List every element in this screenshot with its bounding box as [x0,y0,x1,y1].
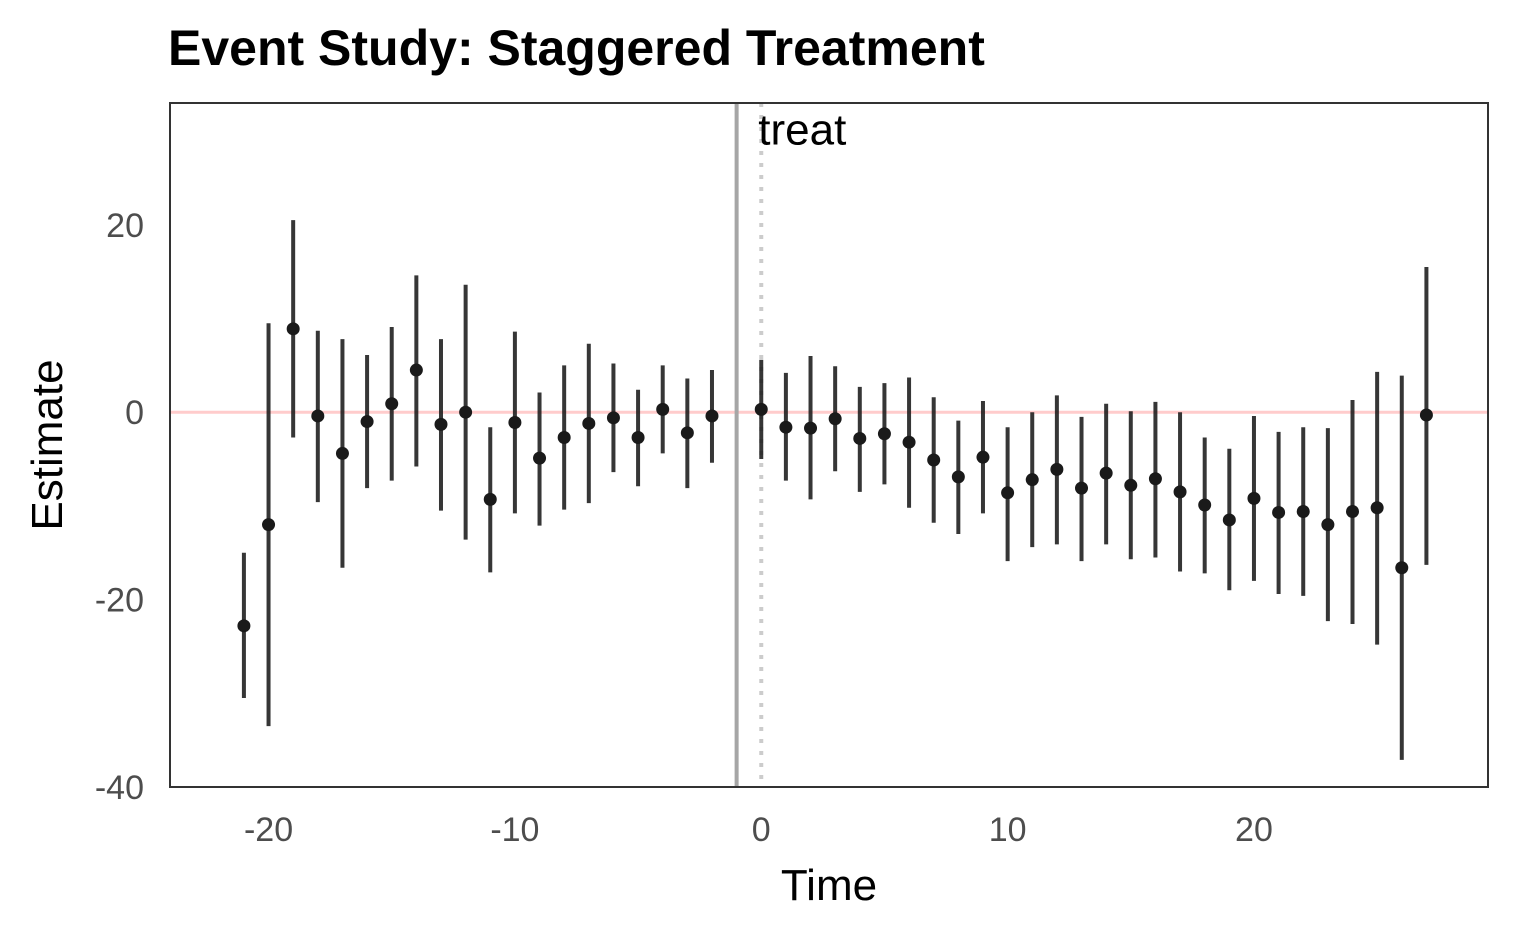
x-tick-label: 20 [1235,811,1273,849]
estimate-point [1419,408,1433,422]
estimate-point [434,417,448,431]
estimate-point [1198,498,1212,512]
estimate-point [385,397,399,411]
estimate-point [557,431,571,445]
plot-panel-border [169,102,1489,788]
estimate-point [779,420,793,434]
estimate-point [483,492,497,506]
x-tick-label: -20 [244,811,293,849]
x-tick-label: 10 [989,811,1027,849]
estimate-point [976,450,990,464]
estimate-point [680,426,694,440]
estimate-point [902,435,916,449]
estimate-point [631,431,645,445]
estimate-point [877,427,891,441]
estimate-point [1075,481,1089,495]
estimate-point [1025,473,1039,487]
estimate-point [1050,462,1064,476]
estimate-point [1346,505,1360,519]
estimate-point [286,322,300,336]
estimate-point [656,402,670,416]
estimate-point [606,411,620,425]
estimate-point [1272,505,1286,519]
estimate-point [853,431,867,445]
estimate-point [705,409,719,423]
estimate-point [508,416,522,430]
estimate-point [927,453,941,467]
estimate-point [1296,505,1310,519]
estimate-point [335,446,349,460]
plot-area: treat -20 -10 0 10 20 20 0 -20 -40 [95,102,1489,849]
estimate-point [237,619,251,633]
estimate-point [1148,472,1162,486]
estimate-point [804,421,818,435]
x-tick-label: -10 [490,811,539,849]
estimate-point [1173,485,1187,499]
y-axis-title: Estimate [23,359,72,530]
estimate-point [262,518,276,532]
estimate-point [409,363,423,377]
estimate-point [951,470,965,484]
estimate-point [311,409,325,423]
estimate-point [1001,486,1015,500]
estimate-point [1247,491,1261,505]
treat-annotation: treat [758,105,846,154]
estimate-point [1124,478,1138,492]
y-tick-label: -20 [95,582,144,620]
estimate-point [754,402,768,416]
y-tick-label: -40 [95,769,144,807]
estimate-point [1395,561,1409,575]
x-axis-title: Time [781,861,877,910]
x-tick-label: 0 [752,811,771,849]
estimate-point [828,412,842,426]
estimate-point [1321,518,1335,532]
chart-title: Event Study: Staggered Treatment [168,20,985,76]
y-tick-label: 0 [125,394,144,432]
estimate-point [360,415,374,429]
estimate-point [582,416,596,430]
estimate-point [1099,466,1113,480]
y-tick-label: 20 [106,207,144,245]
estimate-point [459,405,473,419]
estimate-point [1370,501,1384,515]
estimate-point [1222,513,1236,527]
estimate-point [533,451,547,465]
